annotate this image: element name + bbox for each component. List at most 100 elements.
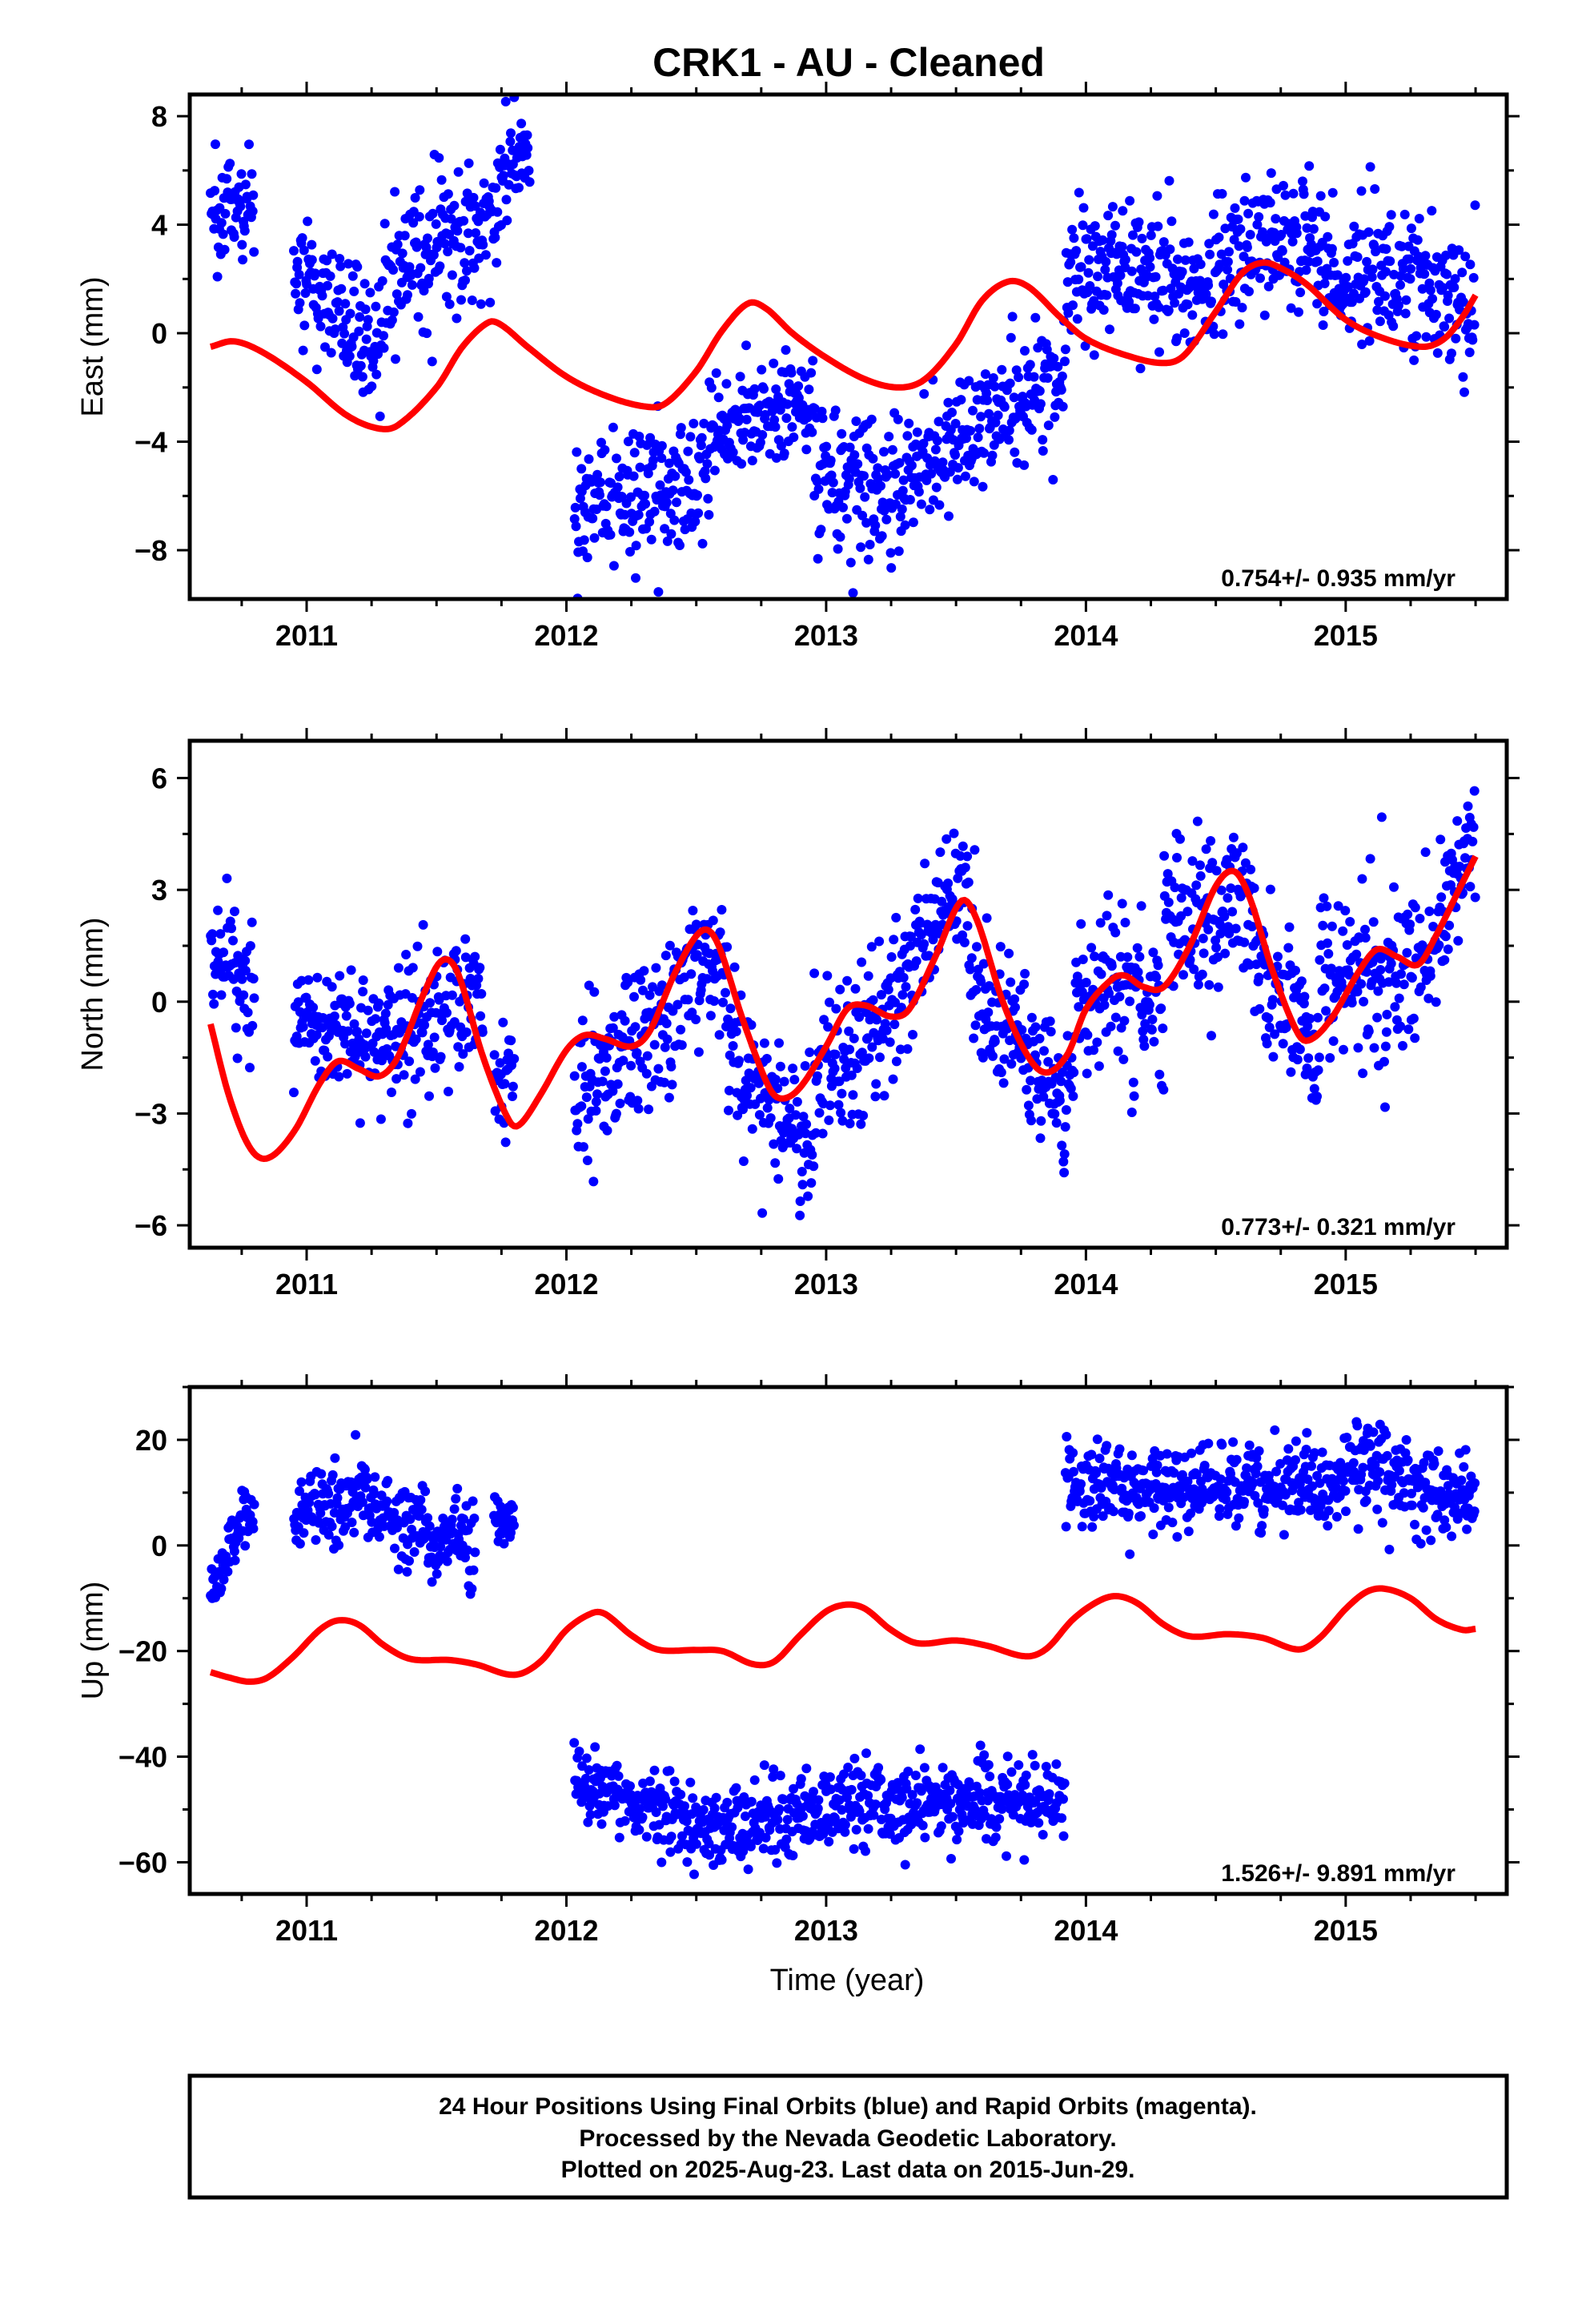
up-data-point xyxy=(1096,1482,1106,1493)
north-data-point xyxy=(213,956,223,967)
north-data-point xyxy=(1089,1045,1098,1055)
east-data-point xyxy=(1103,211,1114,221)
east-data-point xyxy=(1243,208,1254,219)
east-data-point xyxy=(1298,176,1307,187)
east-data-point xyxy=(755,437,765,448)
east-data-point xyxy=(1401,295,1411,305)
east-data-point xyxy=(702,459,713,469)
up-data-point xyxy=(402,1566,412,1577)
up-data-point xyxy=(404,1556,414,1566)
east-data-point xyxy=(905,495,915,505)
east-data-point xyxy=(1359,274,1370,284)
north-data-point xyxy=(1074,1002,1084,1012)
north-data-point xyxy=(1192,816,1203,826)
east-data-point xyxy=(1172,333,1182,344)
east-data-point xyxy=(1074,187,1084,198)
east-data-point xyxy=(828,477,838,488)
east-data-point xyxy=(1020,346,1030,356)
north-data-point xyxy=(677,1040,687,1050)
east-data-point xyxy=(492,258,502,268)
north-data-point xyxy=(773,1174,784,1184)
north-model-line xyxy=(207,854,1479,1162)
east-data-point xyxy=(576,464,587,474)
north-data-point xyxy=(764,1095,774,1105)
north-data-point xyxy=(329,1011,339,1021)
up-data-point xyxy=(1365,1441,1375,1451)
up-data-point xyxy=(1092,1434,1102,1445)
east-data-point xyxy=(1165,244,1175,255)
north-data-point xyxy=(323,1051,333,1062)
up-data-point xyxy=(1138,1466,1149,1476)
up-y-tick-label: −20 xyxy=(118,1635,167,1668)
up-data-point xyxy=(1085,1496,1095,1506)
east-data-point xyxy=(1411,331,1422,341)
north-data-point xyxy=(1367,977,1377,987)
north-data-point xyxy=(1058,1068,1068,1077)
east-data-point xyxy=(881,514,892,525)
north-data-point xyxy=(754,1110,765,1120)
north-data-point xyxy=(500,1137,511,1148)
north-data-point xyxy=(836,1108,846,1118)
up-x-tick-label: 2013 xyxy=(794,1914,858,1947)
north-data-point xyxy=(1337,982,1347,992)
east-data-point xyxy=(833,544,843,554)
east-data-point xyxy=(631,541,641,551)
north-data-point xyxy=(1129,1091,1139,1101)
up-data-point xyxy=(994,1814,1005,1824)
north-data-point xyxy=(806,1178,817,1188)
up-data-point xyxy=(1068,1448,1078,1458)
north-data-point xyxy=(591,1106,601,1116)
east-data-point xyxy=(1230,203,1240,213)
up-data-point xyxy=(451,1494,461,1504)
up-data-point xyxy=(1098,1511,1108,1522)
east-data-point xyxy=(1258,227,1267,237)
up-x-tick-label: 2014 xyxy=(1054,1914,1118,1947)
north-data-point xyxy=(1110,927,1121,938)
north-data-point xyxy=(870,1092,881,1102)
up-data-point xyxy=(1375,1467,1385,1478)
north-data-point xyxy=(1026,1012,1037,1023)
north-data-point xyxy=(576,1101,587,1112)
north-data-point xyxy=(436,1051,446,1062)
east-data-point xyxy=(416,263,426,273)
north-data-point xyxy=(289,1088,299,1098)
north-data-point xyxy=(874,936,885,947)
up-x-tick-label: 2012 xyxy=(534,1914,598,1947)
east-data-point xyxy=(747,456,757,466)
up-data-point xyxy=(569,1738,580,1748)
east-data-point xyxy=(1043,420,1054,431)
up-data-point xyxy=(1271,1466,1282,1477)
east-data-point xyxy=(456,295,466,305)
up-data-point xyxy=(230,1555,240,1566)
up-data-point xyxy=(315,1508,326,1518)
east-data-point xyxy=(1048,475,1058,485)
up-data-point xyxy=(680,1801,689,1811)
north-data-point xyxy=(807,1150,817,1160)
east-data-point xyxy=(431,219,441,229)
east-data-point xyxy=(1419,269,1430,279)
north-data-point xyxy=(1327,921,1337,931)
up-data-point xyxy=(509,1520,519,1530)
north-data-point xyxy=(676,1024,686,1035)
north-data-point xyxy=(876,990,886,1000)
east-data-point xyxy=(522,130,532,140)
east-data-point xyxy=(403,290,412,300)
up-data-point xyxy=(295,1538,305,1549)
north-data-point xyxy=(969,1033,979,1043)
east-data-point xyxy=(683,446,693,456)
north-data-point xyxy=(837,1088,847,1099)
east-data-point xyxy=(1063,308,1074,318)
east-data-point xyxy=(813,484,824,494)
north-data-point xyxy=(1435,834,1446,845)
north-data-point xyxy=(984,981,994,991)
north-data-point xyxy=(1381,1027,1391,1037)
east-data-point xyxy=(244,139,254,150)
north-data-point xyxy=(1134,951,1145,962)
east-data-point xyxy=(1203,280,1214,291)
east-data-point xyxy=(1276,230,1287,239)
north-data-point xyxy=(1137,1010,1147,1019)
north-data-point xyxy=(1379,1056,1389,1067)
up-data-point xyxy=(772,1858,782,1868)
north-data-point xyxy=(626,1060,636,1071)
north-data-point xyxy=(352,1027,362,1036)
